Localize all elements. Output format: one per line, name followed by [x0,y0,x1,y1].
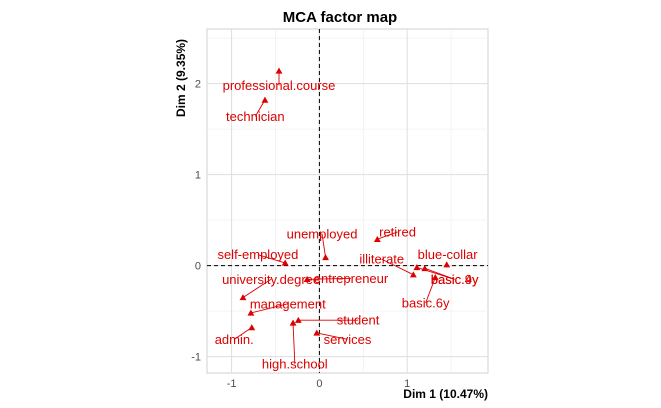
point-label: basic.6y [402,295,450,310]
data-point [303,275,311,282]
point-label: admin. [215,332,254,347]
data-point [247,309,255,316]
plot-panel [206,28,489,374]
point-label: high.school [262,356,328,371]
point-label: student [337,313,380,328]
reference-lines [207,29,488,373]
data-point [373,235,381,242]
label-connector [254,99,266,117]
y-tick-label: 2 [195,79,201,91]
label-connector [257,254,286,264]
point-label: university.degree [222,272,320,287]
y-tick-label: -1 [191,352,201,364]
label-connector [381,258,414,276]
label-connectors [233,70,455,364]
point-label: illiterate [359,252,404,267]
data-point [313,329,321,336]
data-point [322,254,329,261]
tick-labels: -1 0 1 -1 0 1 2 [191,79,410,390]
point-label: basic.9y [431,272,479,287]
point-label: basic.4y [431,272,479,287]
data-point [275,67,283,74]
data-point [421,264,429,272]
data-point [239,294,247,301]
data-point [413,264,421,271]
label-connector [377,231,398,240]
label-connector [242,278,272,298]
label-connector [292,322,296,364]
point-label: management [250,296,326,311]
data-point [281,259,289,266]
point-label: professional.course [223,78,336,93]
label-connector [424,267,455,280]
chart-title: MCA factor map [283,9,397,26]
point-label: self-employed [217,247,298,262]
label-connector [307,277,352,280]
x-tick-label: 0 [316,378,322,390]
data-points [239,67,451,336]
point-label: unemployed [287,226,358,241]
point-label: technician [226,109,285,124]
label-connector [250,303,288,314]
point-label: services [324,332,372,347]
label-connector [321,233,326,258]
data-point [261,96,269,103]
point-labels: professional.course technician retired unem… [215,78,479,371]
point-label: entrepreneur [314,271,389,286]
y-axis-label: Dim 2 (9.35%) [174,39,188,117]
data-point [248,324,256,331]
data-point [289,319,297,326]
x-tick-label: 1 [404,378,410,390]
label-connector [316,332,348,340]
data-point [443,261,451,268]
point-label: retired [379,224,416,239]
data-point [431,274,439,281]
x-axis-label: Dim 1 (10.47%) [403,387,488,401]
data-point [294,316,302,323]
data-point [409,271,417,278]
point-label: blue-collar [418,247,479,262]
y-tick-label: 0 [195,261,201,273]
x-tick-label: -1 [227,378,237,390]
y-tick-label: 1 [195,170,201,182]
label-connector [425,277,436,304]
